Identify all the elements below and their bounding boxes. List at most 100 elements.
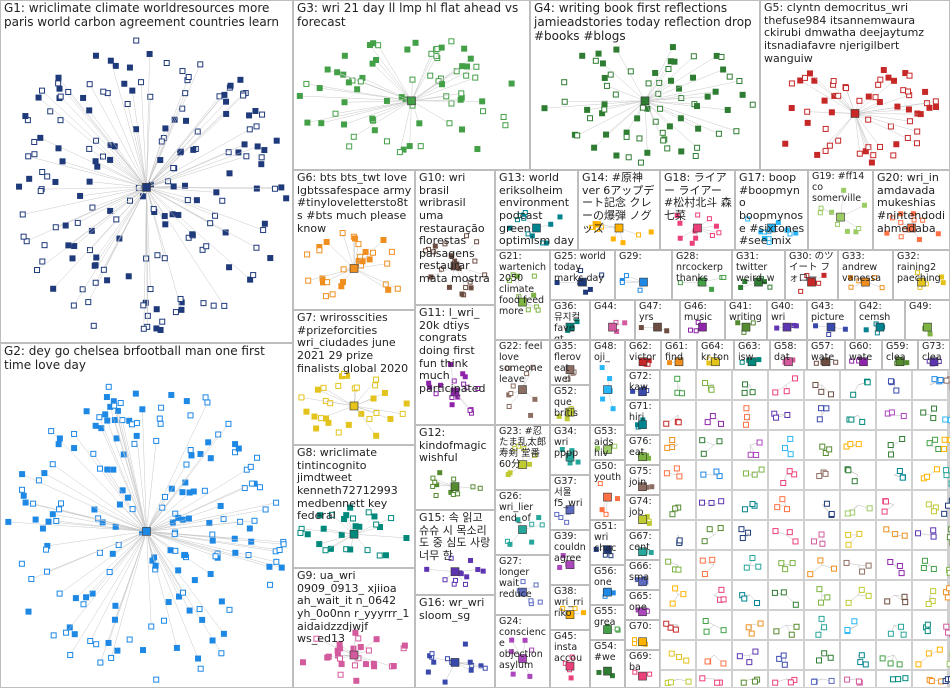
hub-node <box>674 357 684 367</box>
node <box>741 389 748 396</box>
hub-node <box>565 365 575 374</box>
node <box>179 489 186 496</box>
node <box>322 293 329 300</box>
edge <box>317 389 355 407</box>
node <box>507 541 513 547</box>
node <box>743 405 750 412</box>
edge <box>146 187 217 193</box>
cluster-box <box>732 520 768 550</box>
node <box>303 408 310 415</box>
node <box>159 318 166 325</box>
node <box>459 63 466 70</box>
node <box>775 219 781 225</box>
cluster-box <box>804 640 840 670</box>
node <box>791 375 798 382</box>
node <box>133 432 140 439</box>
node <box>357 78 364 85</box>
node <box>56 85 63 92</box>
node <box>428 274 434 280</box>
node <box>767 284 773 290</box>
node <box>474 146 481 153</box>
node <box>813 323 819 329</box>
group-label: G39: couldn agree <box>554 531 586 564</box>
node <box>170 165 177 172</box>
cluster-box <box>768 460 804 490</box>
node <box>845 541 852 548</box>
node <box>816 473 823 480</box>
node <box>463 233 469 239</box>
edge <box>146 531 218 554</box>
group-box: G2: dey go chelsea brfootball man one fi… <box>0 343 293 688</box>
edge <box>46 531 147 572</box>
node <box>914 270 920 276</box>
node <box>830 78 837 85</box>
edge <box>326 241 355 269</box>
node <box>226 264 233 271</box>
hub-node <box>895 357 905 367</box>
node <box>472 258 478 264</box>
group-label: G65: one <box>629 591 652 613</box>
node <box>930 588 937 595</box>
node <box>482 665 488 671</box>
node <box>782 140 789 147</box>
node <box>328 511 335 518</box>
node <box>510 272 516 278</box>
node <box>223 98 230 105</box>
edge <box>146 187 216 216</box>
node <box>821 97 828 104</box>
edge <box>605 100 646 135</box>
node <box>353 384 360 391</box>
hub-node <box>608 322 617 332</box>
edge <box>644 100 728 111</box>
group-box: G74: job <box>625 495 660 530</box>
node <box>817 210 823 216</box>
edge <box>146 531 216 557</box>
node <box>793 230 799 236</box>
group-box: G40: wri <box>767 300 807 340</box>
edge <box>94 509 147 532</box>
cluster-box <box>840 430 876 460</box>
node <box>733 128 740 135</box>
node <box>926 440 933 447</box>
node <box>718 586 725 593</box>
group-box: G42: cemsh <box>855 300 905 340</box>
node <box>341 52 348 59</box>
node <box>425 669 431 675</box>
node <box>871 275 877 281</box>
edge <box>353 654 392 667</box>
node <box>564 519 570 525</box>
edge <box>411 47 442 101</box>
node <box>26 175 33 182</box>
node <box>500 114 507 121</box>
group-label: G58: dat <box>774 341 797 363</box>
node <box>41 242 48 249</box>
node <box>921 557 928 564</box>
node <box>560 553 566 559</box>
node <box>896 562 903 569</box>
group-box: G26: wri_lier end_of <box>495 490 550 555</box>
node <box>366 415 373 422</box>
node <box>865 116 872 123</box>
node <box>369 60 376 67</box>
node <box>743 421 750 428</box>
node <box>44 173 51 180</box>
node <box>149 557 156 564</box>
node <box>848 275 854 281</box>
node <box>619 279 625 285</box>
node <box>337 655 344 662</box>
hub-node <box>603 445 612 454</box>
node <box>685 678 692 685</box>
node <box>898 234 904 240</box>
group-box: G66: sma <box>625 560 660 590</box>
edge <box>411 100 450 124</box>
group-box: G50: youth <box>590 460 625 520</box>
edge <box>146 520 255 532</box>
node <box>116 501 123 508</box>
group-box: G10: wri brasil wribrasil uma restauraçã… <box>415 170 495 305</box>
node <box>316 541 323 548</box>
node <box>225 420 232 427</box>
node <box>578 268 584 274</box>
node <box>845 531 852 538</box>
node <box>599 60 606 67</box>
node <box>87 638 94 645</box>
